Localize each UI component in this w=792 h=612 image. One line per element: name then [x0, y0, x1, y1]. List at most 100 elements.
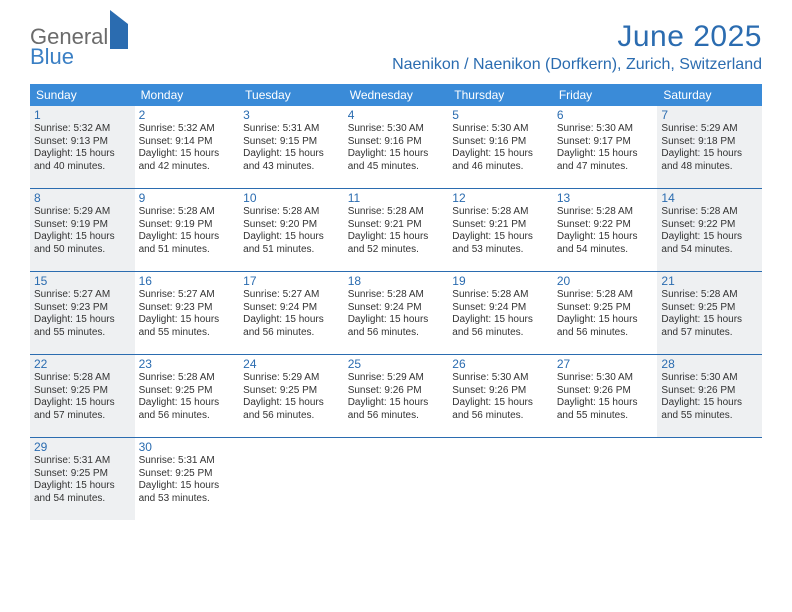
logo-word-blue: Blue	[30, 46, 128, 68]
daylight-line: and 56 minutes.	[348, 327, 445, 340]
sunset-line: Sunset: 9:23 PM	[34, 302, 131, 315]
sunset-line: Sunset: 9:16 PM	[348, 136, 445, 149]
day-number: 28	[661, 357, 758, 371]
daylight-line: Daylight: 15 hours	[661, 231, 758, 244]
daylight-line: and 54 minutes.	[557, 244, 654, 257]
day-number: 12	[452, 191, 549, 205]
calendar-page: General Blue June 2025 Naenikon / Naenik…	[0, 0, 792, 540]
week-row: 29Sunrise: 5:31 AMSunset: 9:25 PMDayligh…	[30, 437, 762, 520]
daylight-line: and 56 minutes.	[452, 327, 549, 340]
day-cell: 21Sunrise: 5:28 AMSunset: 9:25 PMDayligh…	[657, 272, 762, 354]
day-number: 17	[243, 274, 340, 288]
sunrise-line: Sunrise: 5:28 AM	[557, 206, 654, 219]
day-number: 20	[557, 274, 654, 288]
day-cell: 26Sunrise: 5:30 AMSunset: 9:26 PMDayligh…	[448, 355, 553, 437]
daylight-line: and 47 minutes.	[557, 161, 654, 174]
sunrise-line: Sunrise: 5:28 AM	[348, 289, 445, 302]
sunset-line: Sunset: 9:25 PM	[139, 385, 236, 398]
daylight-line: Daylight: 15 hours	[452, 397, 549, 410]
sunset-line: Sunset: 9:25 PM	[34, 468, 131, 481]
daylight-line: Daylight: 15 hours	[661, 148, 758, 161]
sunrise-line: Sunrise: 5:30 AM	[661, 372, 758, 385]
sunset-line: Sunset: 9:24 PM	[348, 302, 445, 315]
day-number: 2	[139, 108, 236, 122]
daylight-line: and 55 minutes.	[34, 327, 131, 340]
sunset-line: Sunset: 9:18 PM	[661, 136, 758, 149]
day-number: 6	[557, 108, 654, 122]
sail-icon	[110, 10, 128, 49]
sunset-line: Sunset: 9:25 PM	[243, 385, 340, 398]
daylight-line: and 40 minutes.	[34, 161, 131, 174]
day-cell: 29Sunrise: 5:31 AMSunset: 9:25 PMDayligh…	[30, 438, 135, 520]
day-cell: 27Sunrise: 5:30 AMSunset: 9:26 PMDayligh…	[553, 355, 658, 437]
day-cell: 8Sunrise: 5:29 AMSunset: 9:19 PMDaylight…	[30, 189, 135, 271]
title-block: June 2025 Naenikon / Naenikon (Dorfkern)…	[392, 20, 762, 74]
day-cell: 14Sunrise: 5:28 AMSunset: 9:22 PMDayligh…	[657, 189, 762, 271]
daylight-line: Daylight: 15 hours	[557, 314, 654, 327]
week-row: 8Sunrise: 5:29 AMSunset: 9:19 PM Daylight…	[30, 188, 762, 271]
day-number: 16	[139, 274, 236, 288]
sunset-line: Sunset: 9:21 PM	[452, 219, 549, 232]
daylight-line: Daylight: 15 hours	[243, 314, 340, 327]
sunrise-line: Sunrise: 5:28 AM	[661, 289, 758, 302]
sunrise-line: Sunrise: 5:31 AM	[139, 455, 236, 468]
sunrise-line: Sunrise: 5:28 AM	[139, 372, 236, 385]
day-number: 15	[34, 274, 131, 288]
day-cell: 3Sunrise: 5:31 AMSunset: 9:15 PMDaylight…	[239, 106, 344, 188]
day-number: 8	[34, 191, 131, 205]
day-number: 9	[139, 191, 236, 205]
weekday-header: Monday	[135, 84, 240, 106]
sunrise-line: Sunrise: 5:28 AM	[139, 206, 236, 219]
week-row: 22Sunrise: 5:28 AMSunset: 9:25 PMDayligh…	[30, 354, 762, 437]
daylight-line: and 53 minutes.	[452, 244, 549, 257]
daylight-line: Daylight: 15 hours	[557, 148, 654, 161]
day-number: 1	[34, 108, 131, 122]
sunrise-line: Sunrise: 5:31 AM	[34, 455, 131, 468]
brand-logo: General Blue	[30, 26, 128, 68]
day-number: 25	[348, 357, 445, 371]
day-cell: 2Sunrise: 5:32 AMSunset: 9:14 PMDaylight…	[135, 106, 240, 188]
day-cell	[448, 438, 553, 520]
daylight-line: Daylight: 15 hours	[661, 397, 758, 410]
daylight-line: Daylight: 15 hours	[34, 148, 131, 161]
sunrise-line: Sunrise: 5:28 AM	[661, 206, 758, 219]
day-number: 10	[243, 191, 340, 205]
day-cell: 16Sunrise: 5:27 AMSunset: 9:23 PMDayligh…	[135, 272, 240, 354]
daylight-line: Daylight: 15 hours	[34, 314, 131, 327]
sunset-line: Sunset: 9:25 PM	[661, 302, 758, 315]
daylight-line: Daylight: 15 hours	[348, 314, 445, 327]
sunset-line: Sunset: 9:26 PM	[661, 385, 758, 398]
day-number: 18	[348, 274, 445, 288]
sunrise-line: Sunrise: 5:31 AM	[243, 123, 340, 136]
day-cell: 18Sunrise: 5:28 AMSunset: 9:24 PMDayligh…	[344, 272, 449, 354]
weekday-header: Wednesday	[344, 84, 449, 106]
weeks-container: 1Sunrise: 5:32 AMSunset: 9:13 PMDaylight…	[30, 106, 762, 520]
sunset-line: Sunset: 9:13 PM	[34, 136, 131, 149]
daylight-line: Daylight: 15 hours	[34, 480, 131, 493]
day-cell: 1Sunrise: 5:32 AMSunset: 9:13 PMDaylight…	[30, 106, 135, 188]
day-cell	[239, 438, 344, 520]
daylight-line: and 56 minutes.	[557, 327, 654, 340]
sunrise-line: Sunrise: 5:29 AM	[34, 206, 131, 219]
day-number: 7	[661, 108, 758, 122]
daylight-line: Daylight: 15 hours	[139, 148, 236, 161]
daylight-line: Daylight: 15 hours	[348, 397, 445, 410]
sunrise-line: Sunrise: 5:28 AM	[452, 206, 549, 219]
sunset-line: Sunset: 9:15 PM	[243, 136, 340, 149]
sunrise-line: Sunrise: 5:32 AM	[34, 123, 131, 136]
day-cell: 12Sunrise: 5:28 AMSunset: 9:21 PMDayligh…	[448, 189, 553, 271]
day-number: 30	[139, 440, 236, 454]
day-number: 14	[661, 191, 758, 205]
daylight-line: and 43 minutes.	[243, 161, 340, 174]
sunrise-line: Sunrise: 5:28 AM	[34, 372, 131, 385]
daylight-line: Daylight: 15 hours	[34, 397, 131, 410]
daylight-line: and 57 minutes.	[34, 410, 131, 423]
sunrise-line: Sunrise: 5:30 AM	[452, 372, 549, 385]
daylight-line: and 55 minutes.	[661, 410, 758, 423]
day-cell: 28Sunrise: 5:30 AMSunset: 9:26 PMDayligh…	[657, 355, 762, 437]
day-cell: 7Sunrise: 5:29 AMSunset: 9:18 PMDaylight…	[657, 106, 762, 188]
daylight-line: and 50 minutes.	[34, 244, 131, 257]
sunset-line: Sunset: 9:19 PM	[34, 219, 131, 232]
day-number: 22	[34, 357, 131, 371]
weekday-header: Thursday	[448, 84, 553, 106]
